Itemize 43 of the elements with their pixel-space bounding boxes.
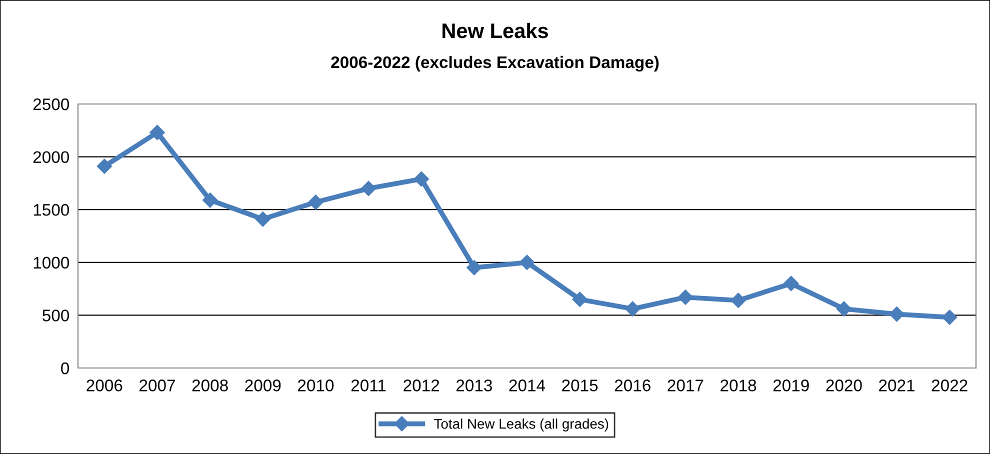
x-tick-label: 2011: [351, 380, 386, 392]
point: [889, 306, 904, 322]
x-tick-label: 2014: [509, 380, 546, 392]
point: [572, 292, 588, 307]
x-tick-label: 2015: [562, 380, 598, 392]
point: [202, 192, 218, 208]
legend-label: Total New Leaks (all grades): [434, 418, 608, 432]
x-tick-label: 2021: [879, 380, 914, 392]
point: [96, 158, 112, 174]
y-tick-label: 500: [42, 310, 70, 322]
x-tick-label: 2017: [668, 380, 704, 392]
point: [942, 310, 958, 325]
y-tick-label: 1000: [34, 256, 70, 269]
x-tick-label: 2013: [456, 380, 492, 392]
point: [150, 124, 165, 140]
point: [625, 301, 640, 316]
y-tick-label: 0: [61, 362, 70, 374]
x-tick-label: 2008: [192, 380, 228, 392]
point: [360, 180, 376, 196]
x-tick-label: 2022: [932, 380, 968, 392]
point: [678, 290, 694, 305]
x-tick-label: 2019: [773, 380, 809, 392]
x-tick-label: 2012: [404, 380, 440, 392]
point: [466, 260, 482, 276]
y-tick-label: 1500: [34, 204, 70, 216]
point: [836, 301, 852, 316]
x-tick-label: 2016: [614, 380, 650, 392]
x-tick-label: 2006: [86, 380, 122, 392]
y-tick-label: 2000: [33, 151, 70, 164]
x-tick-label: 2018: [720, 380, 756, 392]
point: [255, 212, 270, 227]
point: [308, 194, 324, 210]
x-tick-label: 2020: [826, 380, 862, 392]
point: [519, 254, 535, 270]
y-tick-label: 2500: [33, 98, 70, 110]
point: [784, 276, 799, 292]
point: [414, 171, 429, 187]
x-tick-label: 2007: [140, 380, 175, 392]
chart-subtitle: 2006-2022 (excludes Excavation Damage): [331, 56, 659, 72]
point: [730, 292, 746, 308]
chart-title: New Leaks: [442, 22, 548, 38]
x-tick-label: 2010: [298, 380, 334, 392]
x-tick-label: 2009: [245, 380, 281, 392]
